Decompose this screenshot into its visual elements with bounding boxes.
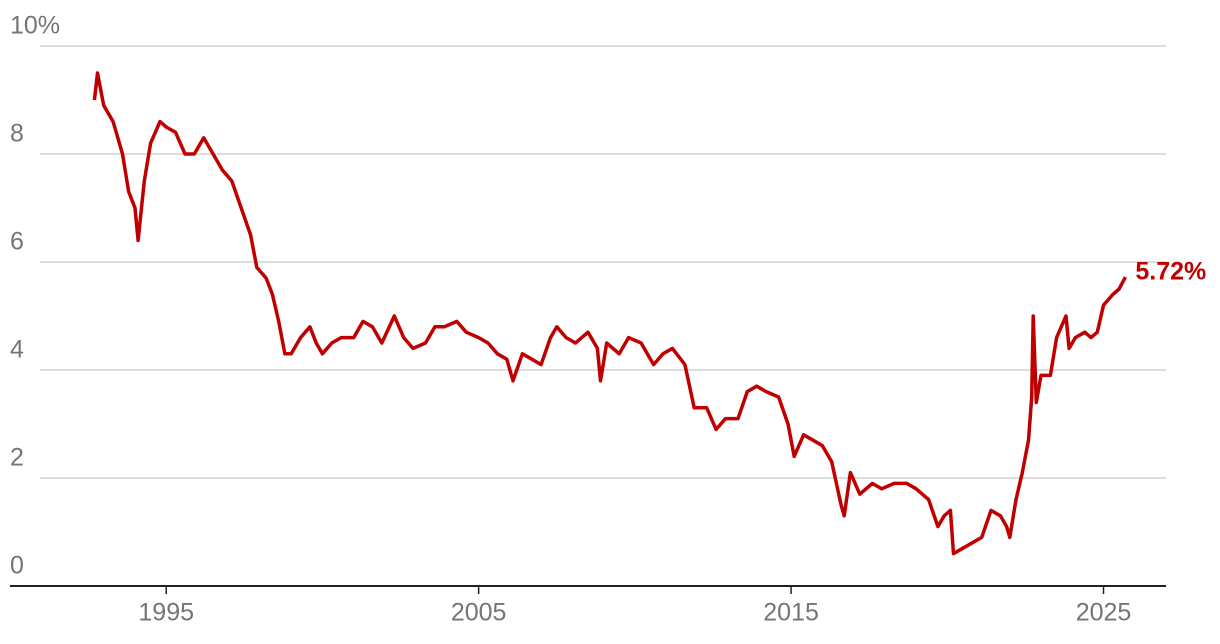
y-tick-label: 10% xyxy=(10,12,60,40)
x-tick-label: 2025 xyxy=(1076,599,1132,627)
x-tick-label: 2005 xyxy=(451,599,507,627)
value-label: 5.72% xyxy=(1135,258,1206,286)
y-tick-label: 2 xyxy=(10,444,24,472)
x-tick-label: 2015 xyxy=(763,599,819,627)
x-tick-label: 1995 xyxy=(138,599,194,627)
y-tick-label: 0 xyxy=(10,552,24,580)
y-tick-label: 8 xyxy=(10,120,24,148)
y-tick-label: 6 xyxy=(10,228,24,256)
line xyxy=(92,71,1127,556)
y-tick-label: 4 xyxy=(10,336,24,364)
